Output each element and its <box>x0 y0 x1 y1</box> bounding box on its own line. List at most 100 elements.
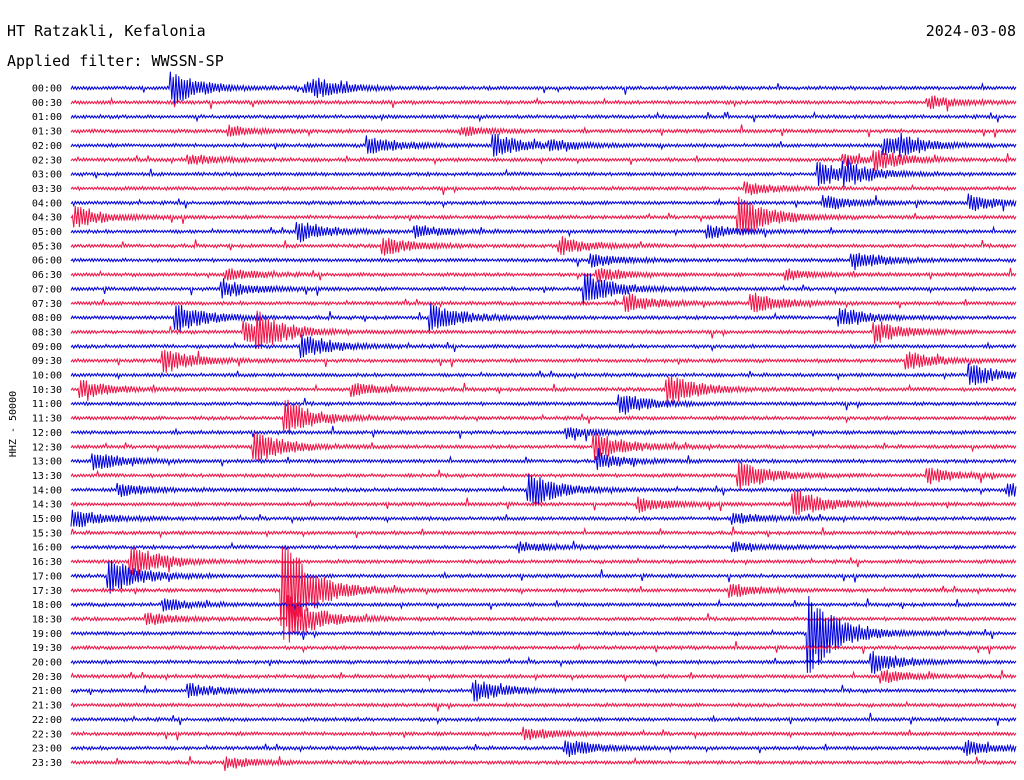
seismic-traces <box>70 71 1017 771</box>
trace-line <box>70 110 1017 123</box>
time-tick-label: 22:30 <box>32 729 62 740</box>
trace-line <box>70 399 1017 435</box>
time-tick-label: 07:30 <box>32 299 62 310</box>
time-tick-label: 03:00 <box>32 170 62 181</box>
time-tick-label: 02:00 <box>32 141 62 152</box>
time-tick-label: 22:00 <box>32 715 62 726</box>
trace-line <box>70 641 1017 655</box>
trace-line <box>70 71 1017 105</box>
time-tick-label: 12:00 <box>32 428 62 439</box>
trace-line <box>70 447 1017 471</box>
trace-line <box>70 193 1017 212</box>
time-tick-label: 14:30 <box>32 500 62 511</box>
time-tick-label: 18:30 <box>32 614 62 625</box>
time-tick-label: 21:30 <box>32 701 62 712</box>
time-tick-label: 16:30 <box>32 557 62 568</box>
time-tick-label: 02:30 <box>32 155 62 166</box>
trace-line <box>70 394 1017 415</box>
trace-line <box>70 726 1017 741</box>
time-tick-label: 01:00 <box>32 112 62 123</box>
trace-line <box>70 489 1017 516</box>
time-tick-label: 20:30 <box>32 672 62 683</box>
time-tick-label: 13:30 <box>32 471 62 482</box>
date-label: 2024-03-08 <box>926 22 1016 40</box>
trace-line <box>70 158 1017 188</box>
time-tick-label: 04:00 <box>32 198 62 209</box>
time-tick-label: 06:00 <box>32 256 62 267</box>
trace-line <box>70 236 1017 256</box>
time-tick-label: 18:00 <box>32 600 62 611</box>
time-tick-label: 05:30 <box>32 241 62 252</box>
time-tick-label: 06:30 <box>32 270 62 281</box>
time-tick-label: 03:30 <box>32 184 62 195</box>
time-tick-label: 00:30 <box>32 98 62 109</box>
trace-line <box>70 559 1017 594</box>
time-tick-label: 07:00 <box>32 284 62 295</box>
trace-line <box>70 540 1017 554</box>
trace-line <box>70 740 1017 757</box>
trace-line <box>70 432 1017 461</box>
y-axis-label: HHZ - 50000 <box>8 391 19 457</box>
trace-line <box>70 546 1017 640</box>
time-tick-label: 19:00 <box>32 629 62 640</box>
time-tick-label: 08:30 <box>32 327 62 338</box>
trace-line <box>70 181 1017 196</box>
trace-line <box>70 310 1017 350</box>
time-tick-label: 09:00 <box>32 342 62 353</box>
time-tick-label: 08:00 <box>32 313 62 324</box>
trace-line <box>70 595 1017 643</box>
filter-label: Applied filter: WWSSN-SP <box>7 52 224 70</box>
trace-line <box>70 425 1017 442</box>
time-tick-label: 11:30 <box>32 414 62 425</box>
trace-line <box>70 252 1017 271</box>
time-tick-label: 10:00 <box>32 371 62 382</box>
trace-line <box>70 222 1017 243</box>
time-tick-label: 00:00 <box>32 84 62 95</box>
trace-line <box>70 363 1017 386</box>
trace-line <box>70 546 1017 577</box>
time-tick-label: 04:30 <box>32 213 62 224</box>
trace-line <box>70 595 1017 673</box>
trace-line <box>70 95 1017 112</box>
time-tick-label: 05:00 <box>32 227 62 238</box>
trace-line <box>70 700 1017 712</box>
trace-line <box>70 349 1017 374</box>
trace-line <box>70 712 1017 726</box>
time-tick-label: 17:30 <box>32 586 62 597</box>
trace-line <box>70 124 1017 138</box>
trace-line <box>70 669 1017 684</box>
trace-line <box>70 273 1017 305</box>
trace-line <box>70 509 1017 528</box>
time-tick-label: 10:30 <box>32 385 62 396</box>
trace-line <box>70 196 1017 236</box>
trace-line <box>70 526 1017 539</box>
time-tick-label: 11:00 <box>32 399 62 410</box>
time-tick-labels: 00:00 00:30 01:00 01:30 02:00 02:30 03:00 03:30… <box>32 84 62 769</box>
time-tick-label: 15:30 <box>32 528 62 539</box>
time-tick-label: 17:00 <box>32 571 62 582</box>
time-tick-label: 23:00 <box>32 744 62 755</box>
trace-line <box>70 132 1017 158</box>
time-tick-label: 13:00 <box>32 457 62 468</box>
time-tick-label: 01:30 <box>32 127 62 138</box>
time-tick-label: 23:30 <box>32 758 62 769</box>
time-tick-label: 15:00 <box>32 514 62 525</box>
time-tick-label: 09:30 <box>32 356 62 367</box>
trace-line <box>70 598 1017 612</box>
trace-line <box>70 756 1017 771</box>
trace-line <box>70 292 1017 313</box>
trace-line <box>70 474 1017 506</box>
station-title: HT Ratzakli, Kefalonia <box>7 22 206 40</box>
trace-line <box>70 650 1017 674</box>
time-tick-label: 16:00 <box>32 543 62 554</box>
trace-line <box>70 149 1017 171</box>
time-tick-label: 20:00 <box>32 658 62 669</box>
time-tick-label: 21:00 <box>32 686 62 697</box>
trace-line <box>70 334 1017 359</box>
trace-line <box>70 375 1017 406</box>
time-tick-label: 12:30 <box>32 442 62 453</box>
trace-line <box>70 303 1017 333</box>
trace-line <box>70 267 1017 283</box>
